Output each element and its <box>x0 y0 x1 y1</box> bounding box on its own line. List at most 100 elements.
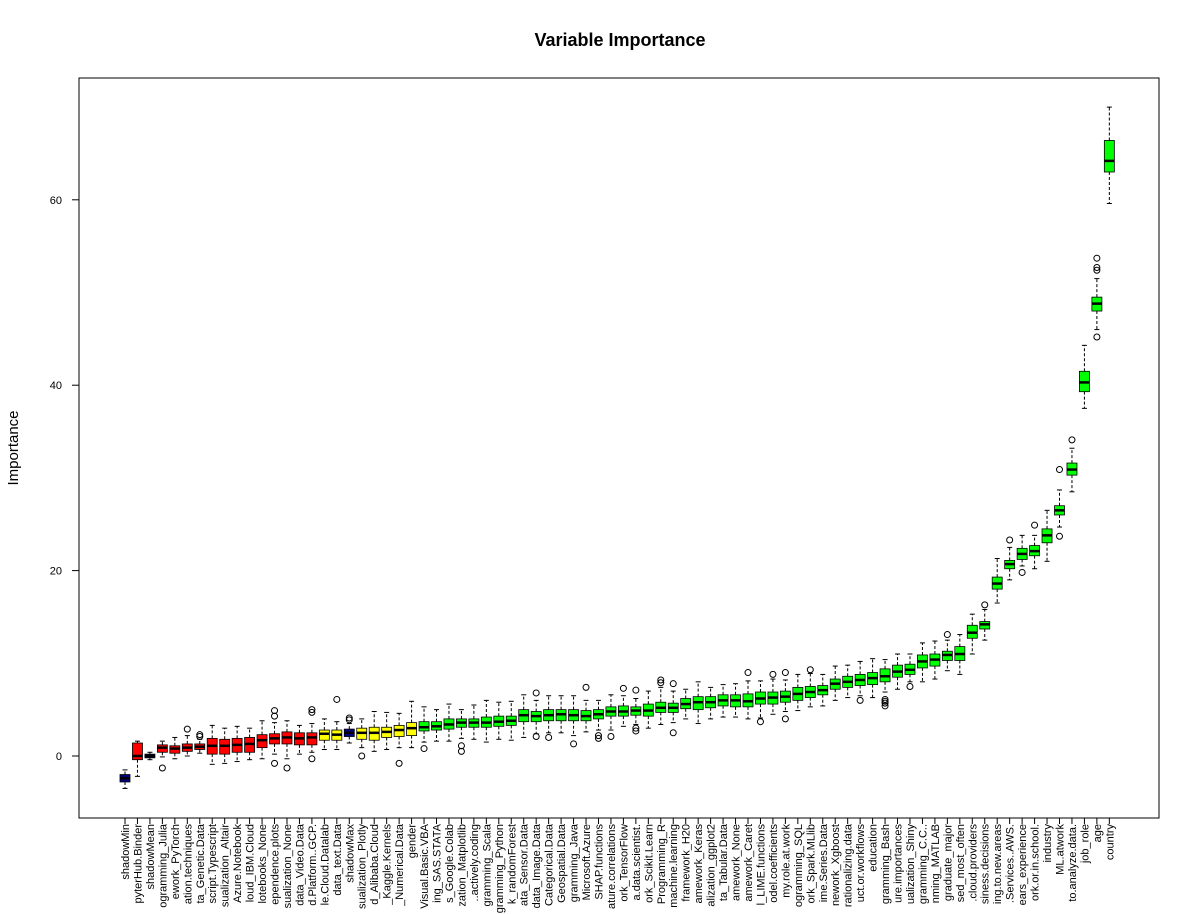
x-tick-label: ure.importances <box>893 824 905 903</box>
outlier <box>881 697 889 705</box>
x-tick-label: shadowMax <box>344 824 356 883</box>
x-tick-label: ature.correlations <box>606 824 618 909</box>
outlier <box>345 716 353 724</box>
x-tick-label: a.data.scientist. <box>631 824 643 900</box>
x-tick-label: siness.decisions <box>980 824 992 905</box>
outlier <box>657 679 665 687</box>
x-tick-label: job_role <box>1079 824 1091 864</box>
outlier <box>906 682 914 690</box>
x-tick-label: uct.or.workflows <box>855 824 867 903</box>
outlier <box>283 764 291 772</box>
x-tick-label: lotebooks_None <box>257 824 269 904</box>
y-axis-label: Importance <box>5 410 22 485</box>
x-tick-label: ork_Scikit.Learn <box>643 824 655 903</box>
x-tick-label: data_Video.Data <box>294 823 306 906</box>
x-tick-label: ata_Sensor.Data <box>519 823 531 906</box>
outlier <box>657 676 665 684</box>
x-tick-label: Azure.Notebook <box>232 824 244 903</box>
outlier <box>756 718 764 726</box>
box <box>132 742 143 761</box>
outlier <box>570 740 578 748</box>
outlier <box>196 731 204 739</box>
x-tick-label: Microsoft.Azure <box>581 824 593 900</box>
outlier <box>881 699 889 707</box>
outlier <box>395 759 403 767</box>
outlier <box>769 670 777 678</box>
outlier <box>271 759 279 767</box>
outlier <box>632 727 640 735</box>
x-tick-label: gramming_Scala <box>481 823 493 906</box>
outlier <box>594 732 602 740</box>
x-tick-label: nming_MATLAB <box>930 824 942 903</box>
x-tick-label: ork.or.in.school. <box>1030 824 1042 901</box>
outlier <box>196 733 204 741</box>
x-tick-label: ualization_Shiny <box>905 824 917 905</box>
outlier <box>1031 521 1039 529</box>
x-tick-label: machine.learning <box>668 824 680 908</box>
x-tick-label: ork_TensorFlow <box>618 824 630 902</box>
x-tick-label: education <box>868 824 880 872</box>
x-tick-label: .Services..AWS. <box>1005 824 1017 903</box>
outlier <box>981 601 989 609</box>
x-tick-label: sed_most_often <box>955 824 967 902</box>
x-tick-label: ta_Tabular.Data <box>718 823 730 901</box>
outlier <box>781 669 789 677</box>
x-tick-label: _Numerical.Data <box>394 823 406 907</box>
x-tick-label: ta_Genetic.Data <box>195 823 207 903</box>
outlier <box>943 631 951 639</box>
outlier <box>669 680 677 688</box>
x-tick-label: ork_Spark.MLlib <box>805 824 817 903</box>
outlier <box>632 724 640 732</box>
outlier <box>333 695 341 703</box>
outlier <box>1056 466 1063 474</box>
outlier <box>1056 532 1063 540</box>
outlier <box>1093 263 1101 271</box>
outlier <box>856 696 864 704</box>
x-tick-label: shadowMean <box>145 824 157 889</box>
x-tick-label: nework_Xgboost <box>830 824 842 906</box>
outlier <box>881 695 889 703</box>
outlier <box>669 729 677 737</box>
outlier <box>1018 568 1026 576</box>
box <box>1103 140 1115 173</box>
x-tick-label: ogramming_SQL <box>793 824 805 907</box>
x-tick-label: script.Typescript <box>207 824 219 903</box>
x-tick-label: _Kaggle.Kernels <box>382 824 394 906</box>
x-tick-label: gramming_Java <box>569 823 581 902</box>
x-tick-label: gramming_Bash <box>880 824 892 904</box>
plot-frame <box>78 77 1160 819</box>
outlier <box>345 714 353 722</box>
outlier <box>806 666 814 674</box>
x-tick-label: gender <box>407 824 419 859</box>
x-tick-label: amework_Keras <box>693 824 705 904</box>
x-tick-label: sualization_Plotly <box>357 824 369 909</box>
x-tick-label: loud_IBM.Cloud <box>245 824 257 902</box>
outlier <box>632 686 640 694</box>
x-tick-label: age <box>1092 824 1104 842</box>
y-tick-label: 20 <box>50 566 62 578</box>
outlier <box>744 669 752 677</box>
x-tick-label: SHAP.functions <box>593 824 605 900</box>
x-tick-label: data_text.Data <box>332 823 344 895</box>
x-tick-label: amework_Caret <box>743 824 755 902</box>
x-tick-label: l_LIME.functions <box>755 824 767 906</box>
box <box>306 732 318 746</box>
outlier <box>1093 266 1101 274</box>
x-tick-label: gramming_C.C.. <box>917 824 929 904</box>
x-tick-label: ework_PyTorch <box>170 824 182 899</box>
y-tick-label: 60 <box>50 195 62 207</box>
x-tick-label: k_randomForest <box>506 824 518 904</box>
x-tick-label: my.role.at.work <box>780 824 792 898</box>
chart-title: Variable Importance <box>534 30 705 50</box>
x-tick-label: data_Image.Data <box>531 823 543 908</box>
x-tick-label: .cloud.providers <box>967 824 979 902</box>
outlier <box>607 733 615 741</box>
x-tick-label: zation_Matplotlib <box>456 824 468 907</box>
x-tick-label: framework_H20 <box>681 824 693 902</box>
y-tick-label: 0 <box>56 751 62 763</box>
outlier <box>594 734 602 742</box>
x-tick-label: graduate_major <box>942 824 954 901</box>
x-tick-label: le.Cloud.Datalab <box>319 824 331 905</box>
